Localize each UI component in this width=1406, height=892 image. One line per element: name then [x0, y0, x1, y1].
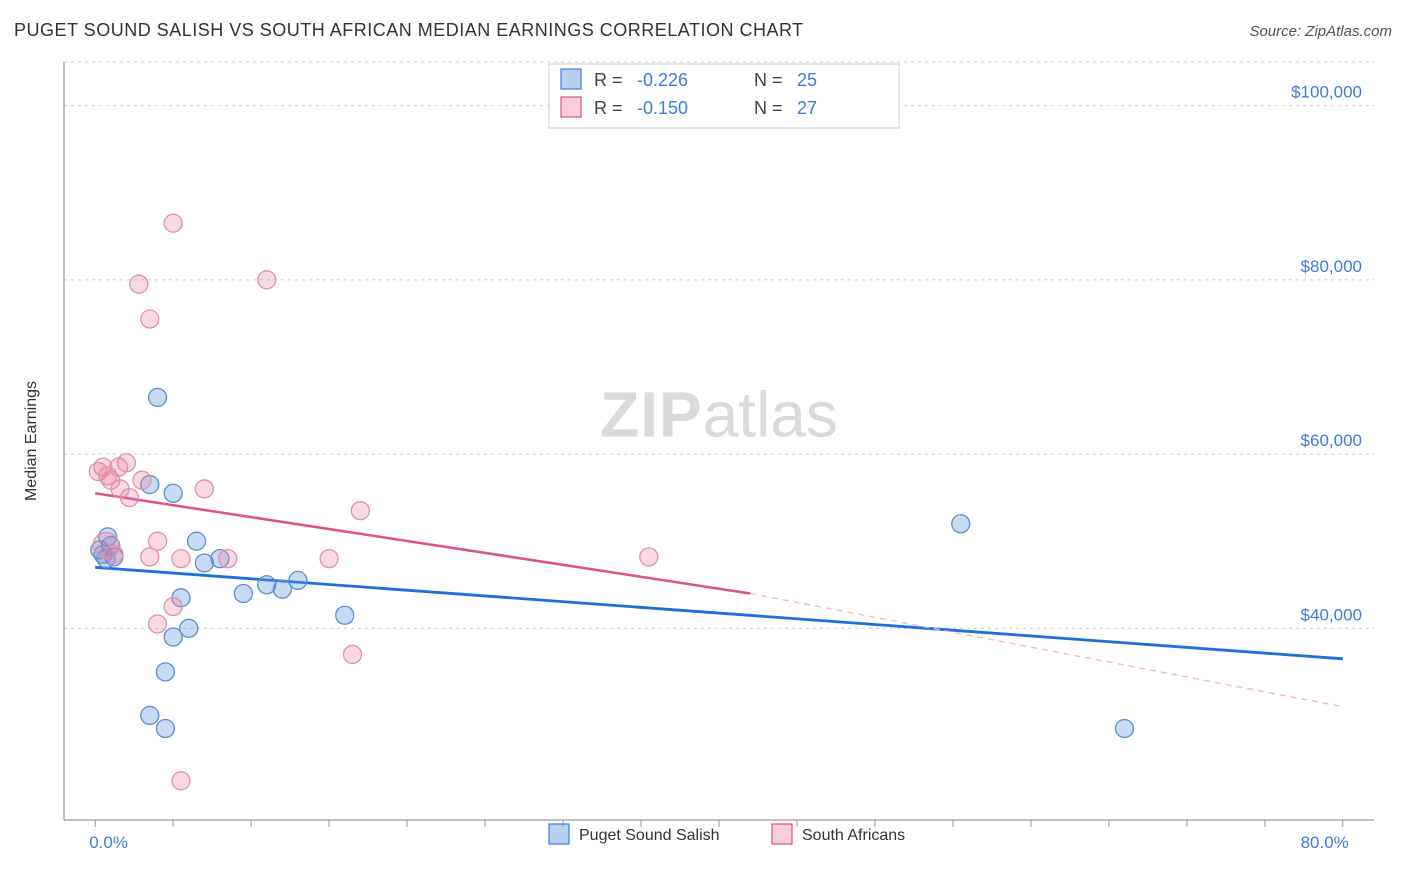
data-point	[320, 550, 338, 568]
y-tick-label: $100,000	[1291, 83, 1362, 102]
legend-r-label: R =	[594, 98, 623, 118]
data-point	[130, 275, 148, 293]
series-label: Puget Sound Salish	[579, 827, 720, 844]
scatter-chart: $40,000 $60,000 $80,000 $100,000 ZIPatlas 0.0…	[14, 50, 1392, 882]
data-point	[164, 484, 182, 502]
legend-r-label: R =	[594, 70, 623, 90]
data-point	[141, 310, 159, 328]
x-min-label: 0.0%	[89, 833, 128, 852]
data-point	[640, 548, 658, 566]
legend-n-label: N =	[754, 98, 783, 118]
legend-swatch	[561, 69, 581, 89]
data-point	[351, 502, 369, 520]
series-swatch	[772, 824, 792, 844]
chart-area: $40,000 $60,000 $80,000 $100,000 ZIPatlas 0.0…	[14, 50, 1392, 882]
legend-n-value: 27	[797, 98, 817, 118]
trend-line-extrapolated	[750, 593, 1343, 706]
data-point	[219, 550, 237, 568]
data-point	[133, 471, 151, 489]
data-point	[105, 545, 123, 563]
data-point	[164, 628, 182, 646]
data-point	[141, 706, 159, 724]
legend-n-label: N =	[754, 70, 783, 90]
y-axis-title: Median Earnings	[23, 381, 40, 501]
watermark: ZIPatlas	[600, 379, 838, 451]
data-point	[164, 214, 182, 232]
y-tick-label: $40,000	[1301, 605, 1362, 624]
data-point	[156, 663, 174, 681]
chart-title: PUGET SOUND SALISH VS SOUTH AFRICAN MEDI…	[14, 20, 804, 41]
series-swatch	[549, 824, 569, 844]
data-point	[164, 598, 182, 616]
data-point	[336, 606, 354, 624]
legend-r-value: -0.150	[637, 98, 688, 118]
y-tick-label: $60,000	[1301, 431, 1362, 450]
chart-source: Source: ZipAtlas.com	[1249, 23, 1392, 40]
data-point	[149, 615, 167, 633]
data-point	[149, 388, 167, 406]
data-point	[1115, 720, 1133, 738]
data-point	[952, 515, 970, 533]
data-point	[172, 772, 190, 790]
data-point	[117, 454, 135, 472]
data-point	[344, 645, 362, 663]
x-max-label: 80.0%	[1301, 833, 1349, 852]
legend-swatch	[561, 97, 581, 117]
data-point	[289, 571, 307, 589]
series-label: South Africans	[802, 827, 905, 844]
data-point	[141, 548, 159, 566]
data-point	[195, 480, 213, 498]
legend-r-value: -0.226	[637, 70, 688, 90]
data-point	[121, 489, 139, 507]
data-point	[172, 550, 190, 568]
data-point	[258, 271, 276, 289]
data-point	[188, 532, 206, 550]
data-point	[156, 720, 174, 738]
y-tick-label: $80,000	[1301, 257, 1362, 276]
legend-n-value: 25	[797, 70, 817, 90]
data-point	[234, 584, 252, 602]
